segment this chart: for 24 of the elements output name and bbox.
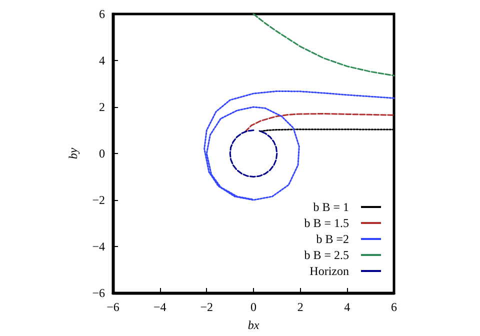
line-series bbox=[229, 130, 278, 178]
x-tick-label: 6 bbox=[391, 300, 397, 314]
x-tick-label: 2 bbox=[297, 300, 304, 314]
x-tick-label: 4 bbox=[344, 300, 350, 314]
legend-label: Horizon bbox=[310, 264, 349, 278]
legend-label: b B =2 bbox=[316, 232, 349, 246]
y-tick-label: 0 bbox=[99, 146, 105, 160]
legend-label: b B = 1.5 bbox=[304, 216, 349, 230]
line-series bbox=[204, 90, 395, 201]
y-tick-label: −4 bbox=[92, 240, 105, 254]
x-tick-label: 0 bbox=[250, 300, 256, 314]
y-tick-label: −2 bbox=[92, 193, 105, 207]
y-tick-label: 2 bbox=[99, 100, 105, 114]
legend-label: b B = 2.5 bbox=[304, 248, 349, 262]
line-series bbox=[244, 112, 395, 132]
x-axis-title: bx bbox=[248, 318, 260, 332]
y-axis-title: by bbox=[66, 147, 80, 160]
line-series bbox=[252, 13, 395, 76]
y-tick-label: 4 bbox=[99, 54, 105, 68]
legend-label: b B = 1 bbox=[313, 200, 349, 214]
x-tick-label: −2 bbox=[200, 300, 214, 314]
y-tick-label: 6 bbox=[99, 7, 105, 21]
x-tick-label: −4 bbox=[153, 300, 166, 314]
y-tick-label: −6 bbox=[92, 286, 105, 300]
